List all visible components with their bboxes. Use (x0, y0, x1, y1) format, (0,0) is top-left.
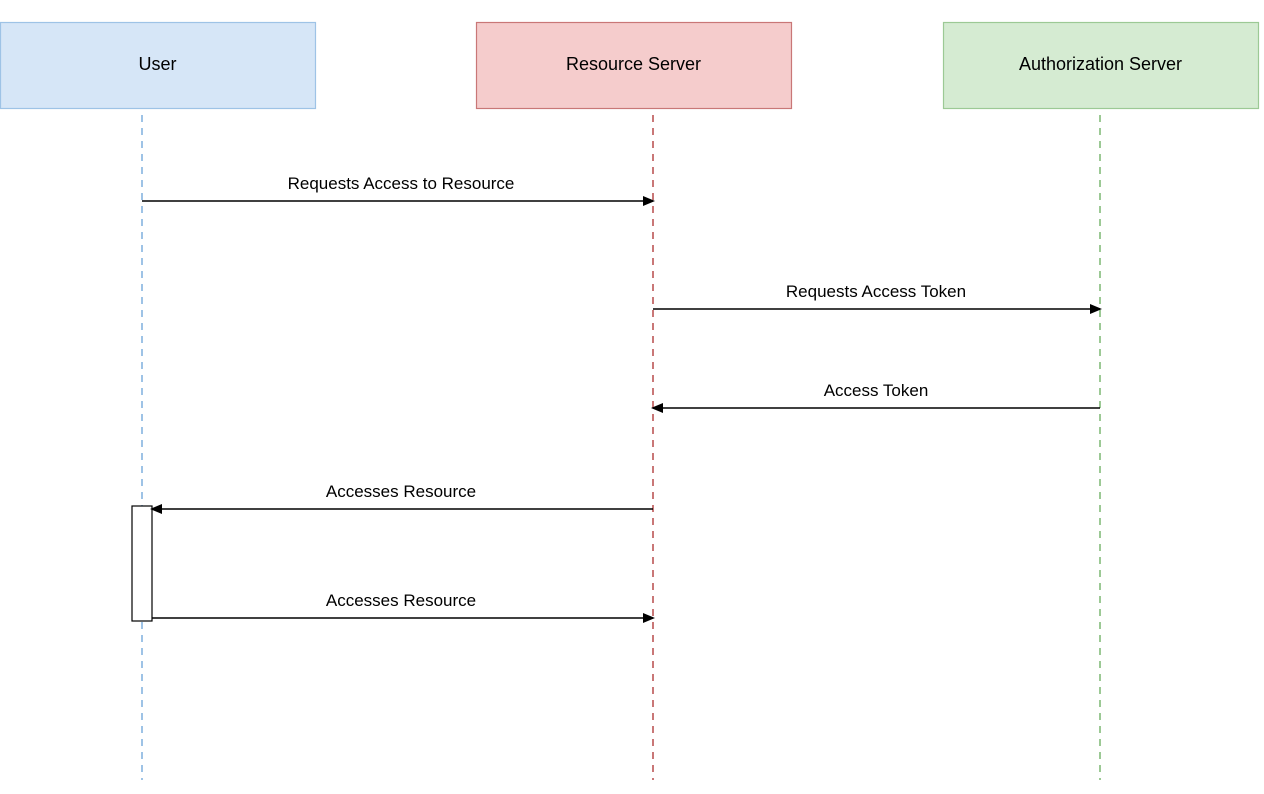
message-label-2: Access Token (824, 381, 929, 400)
actor-rs: Resource Server (477, 23, 792, 109)
actor-label-as: Authorization Server (1019, 54, 1182, 74)
sequence-svg: User Resource Server Authorization Server R… (0, 0, 1264, 794)
message-label-3: Accesses Resource (326, 482, 476, 501)
sequence-diagram: User Resource Server Authorization Server R… (0, 0, 1264, 794)
message-label-1: Requests Access Token (786, 282, 966, 301)
actor-user: User (1, 23, 316, 109)
message-label-4: Accesses Resource (326, 591, 476, 610)
message-label-0: Requests Access to Resource (288, 174, 515, 193)
actor-as: Authorization Server (944, 23, 1259, 109)
actor-label-user: User (138, 54, 176, 74)
actor-label-rs: Resource Server (566, 54, 701, 74)
activation-user (132, 506, 152, 621)
